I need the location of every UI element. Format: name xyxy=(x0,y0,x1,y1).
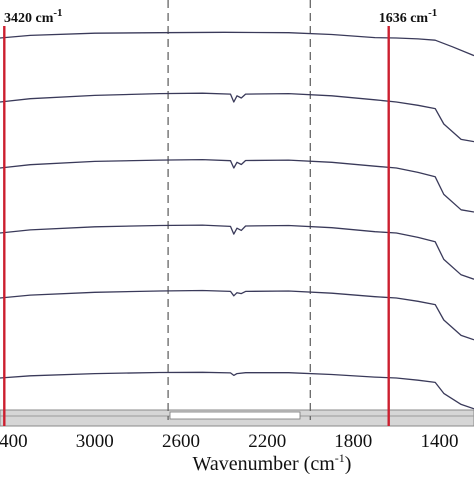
selection-window xyxy=(169,411,301,420)
spectrum-line-2 xyxy=(0,92,474,143)
x-tick-label-2200: 2200 xyxy=(248,431,286,452)
spectrum-line-5 xyxy=(0,289,474,341)
spectrum-line-3 xyxy=(0,158,474,213)
guide-lines xyxy=(167,0,311,420)
spectra-series xyxy=(0,31,474,410)
spectrum-line-6 xyxy=(0,371,474,410)
spectrum-line-1 xyxy=(0,31,474,57)
x-tick-label-1800: 1800 xyxy=(334,431,372,452)
x-tick-label-3400: 3400 xyxy=(0,431,28,452)
x-tick-label-3000: 3000 xyxy=(76,431,114,452)
marker-label-1636: 1636 cm-1 xyxy=(379,7,438,26)
x-axis-title: Wavenumber (cm-1) xyxy=(193,451,352,474)
x-axis xyxy=(0,409,474,427)
x-tick-labels: 3400 3000 2600 2200 1800 1400 xyxy=(0,431,459,452)
marker-lines: 3420 cm-1 1636 cm-1 xyxy=(3,7,438,426)
marker-label-3420: 3420 cm-1 xyxy=(4,7,63,26)
x-tick-label-1400: 1400 xyxy=(421,431,459,452)
spectrum-line-4 xyxy=(0,224,474,280)
x-tick-label-2600: 2600 xyxy=(162,431,200,452)
